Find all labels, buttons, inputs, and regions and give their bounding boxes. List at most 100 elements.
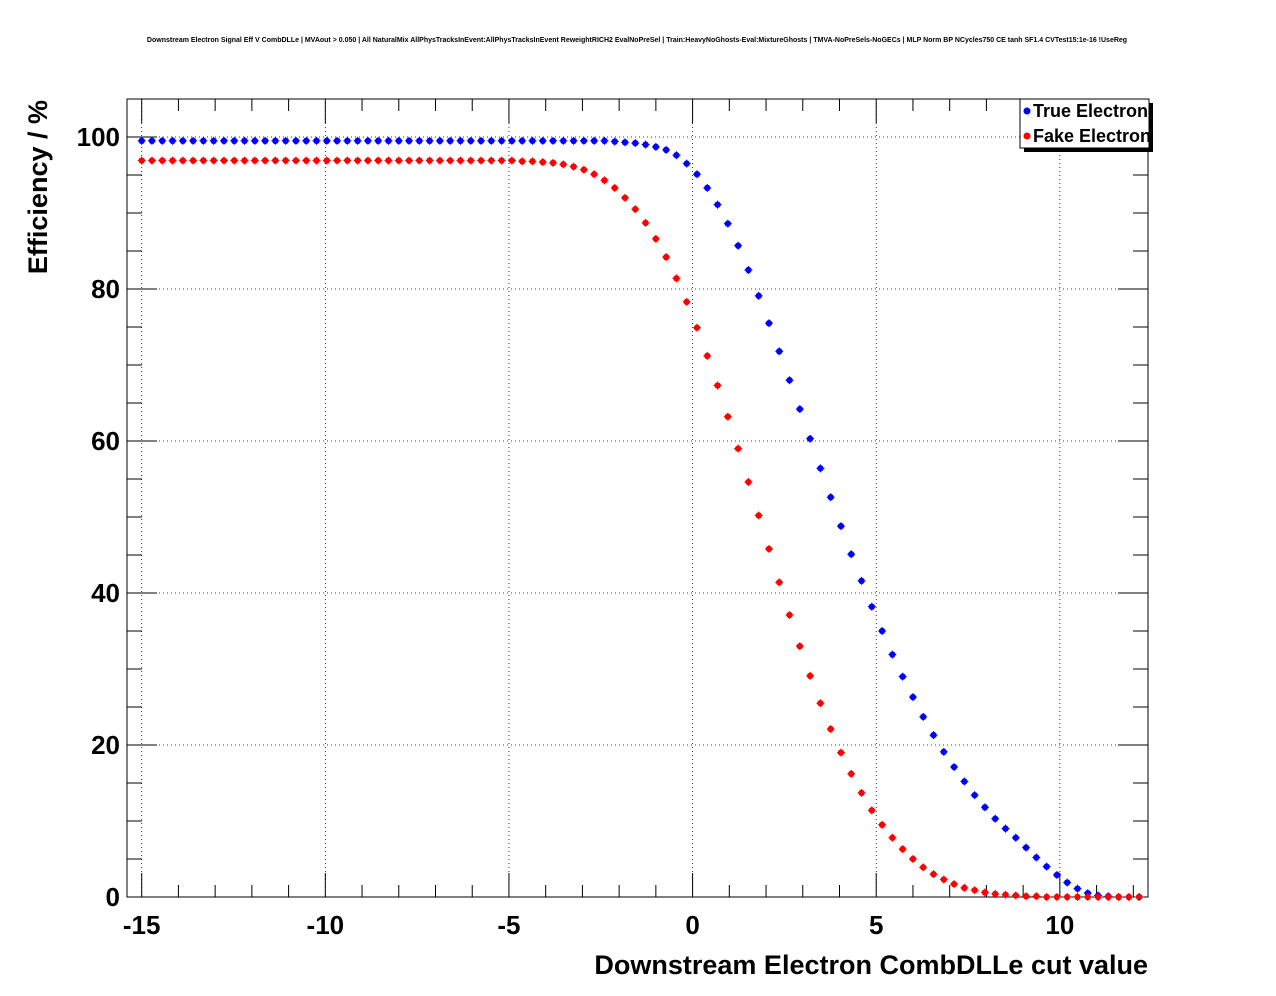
data-point xyxy=(683,298,690,306)
data-point xyxy=(714,382,721,389)
data-point xyxy=(1064,893,1071,901)
data-point xyxy=(992,815,999,822)
legend-marker-fake-electron xyxy=(1023,132,1031,140)
data-point xyxy=(1115,893,1122,901)
data-point xyxy=(848,770,855,778)
x-tick-label: 0 xyxy=(685,910,699,940)
data-point xyxy=(961,778,968,785)
data-point xyxy=(755,512,762,519)
data-point xyxy=(724,220,732,227)
data-point xyxy=(776,579,783,586)
data-point xyxy=(189,157,197,164)
data-point xyxy=(1002,825,1009,832)
data-point xyxy=(981,804,989,811)
data-point xyxy=(200,157,207,164)
data-point xyxy=(518,158,526,165)
data-point xyxy=(323,157,330,164)
data-point xyxy=(333,137,341,144)
data-point xyxy=(868,603,876,610)
data-point xyxy=(282,157,289,164)
data-point xyxy=(405,157,413,164)
data-point xyxy=(817,465,824,472)
data-point xyxy=(1125,893,1133,901)
data-point xyxy=(375,157,382,164)
data-point xyxy=(560,161,567,168)
data-point xyxy=(231,137,238,144)
data-point xyxy=(241,157,248,164)
y-tick-label: 40 xyxy=(91,578,120,608)
data-point xyxy=(405,137,413,144)
data-point xyxy=(1094,893,1102,901)
data-point xyxy=(467,137,474,144)
grid-lines xyxy=(127,99,1148,898)
y-tick-label: 80 xyxy=(91,274,120,304)
data-point xyxy=(632,206,639,213)
data-point xyxy=(590,137,598,144)
data-point xyxy=(755,292,762,300)
data-point xyxy=(611,138,618,145)
data-point xyxy=(827,725,834,733)
data-point xyxy=(138,137,145,144)
data-point xyxy=(899,845,906,853)
data-point xyxy=(662,146,670,154)
legend: True Electron Fake Electron xyxy=(1019,98,1153,152)
data-point xyxy=(148,157,156,164)
data-point xyxy=(446,157,454,164)
data-point xyxy=(426,157,433,164)
data-point xyxy=(1064,879,1071,886)
data-point xyxy=(457,157,464,164)
y-axis-title: Efficiency / % xyxy=(23,100,53,274)
data-point xyxy=(539,158,546,166)
data-point xyxy=(1043,863,1050,870)
data-point xyxy=(488,157,495,164)
data-point xyxy=(961,884,968,892)
y-axis-ticks: 0 20 40 60 80 100 xyxy=(77,122,1148,912)
y-tick-label: 100 xyxy=(77,122,120,152)
data-point xyxy=(601,177,608,184)
data-point xyxy=(148,137,156,144)
data-point xyxy=(786,377,793,384)
data-point xyxy=(1033,854,1040,861)
data-point xyxy=(786,611,793,619)
data-point xyxy=(385,137,392,144)
data-point xyxy=(220,137,228,144)
data-point xyxy=(940,748,947,756)
data-point xyxy=(693,324,701,331)
data-point xyxy=(200,137,207,144)
y-tick-label: 0 xyxy=(106,882,120,912)
data-point xyxy=(457,137,464,144)
data-point xyxy=(673,152,680,159)
data-point xyxy=(313,157,320,164)
data-point xyxy=(1022,844,1030,851)
data-point xyxy=(344,137,351,144)
data-point xyxy=(868,807,876,814)
data-point xyxy=(776,348,783,355)
data-point xyxy=(508,157,516,164)
data-point xyxy=(364,137,372,144)
data-point xyxy=(1053,871,1061,879)
data-point xyxy=(159,157,166,164)
data-point xyxy=(169,157,176,164)
data-point xyxy=(765,320,773,327)
data-point xyxy=(745,266,752,274)
data-point xyxy=(950,880,958,888)
x-tick-label: -15 xyxy=(123,910,161,940)
data-point xyxy=(734,445,742,452)
x-axis-ticks: -15 -10 -5 0 5 10 xyxy=(123,99,1074,940)
data-point xyxy=(333,157,341,164)
data-point xyxy=(272,137,279,144)
data-point xyxy=(848,551,855,558)
data-point xyxy=(426,137,433,144)
data-point xyxy=(231,157,238,164)
legend-label-fake-electron: Fake Electron xyxy=(1033,126,1151,146)
y-tick-label: 20 xyxy=(91,730,120,760)
data-point xyxy=(673,275,680,282)
data-point xyxy=(498,137,505,144)
data-point xyxy=(1053,893,1061,901)
data-point xyxy=(477,157,485,164)
data-point xyxy=(920,864,927,871)
data-point xyxy=(796,405,804,413)
data-point xyxy=(1105,893,1112,901)
data-point xyxy=(806,435,814,442)
